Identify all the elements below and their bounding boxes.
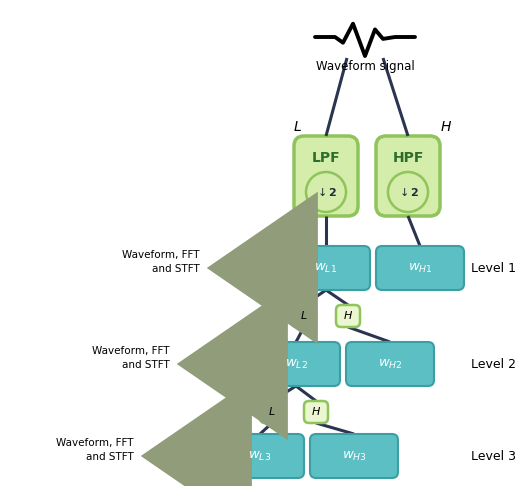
Text: H: H	[312, 407, 320, 417]
Text: L: L	[294, 120, 302, 134]
Text: $w_{L3}$: $w_{L3}$	[249, 450, 271, 463]
Circle shape	[388, 172, 428, 212]
FancyBboxPatch shape	[292, 305, 316, 327]
Text: $w_{H1}$: $w_{H1}$	[408, 261, 432, 275]
FancyBboxPatch shape	[376, 246, 464, 290]
Text: $w_{L2}$: $w_{L2}$	[285, 357, 307, 370]
Text: Waveform, FFT
and STFT: Waveform, FFT and STFT	[57, 438, 134, 462]
Text: $w_{H2}$: $w_{H2}$	[378, 357, 402, 370]
Text: Level 2: Level 2	[471, 358, 516, 370]
Text: $w_{L1}$: $w_{L1}$	[314, 261, 338, 275]
FancyBboxPatch shape	[376, 136, 440, 216]
FancyBboxPatch shape	[252, 342, 340, 386]
Text: HPF: HPF	[392, 151, 423, 165]
FancyBboxPatch shape	[346, 342, 434, 386]
Text: Level 3: Level 3	[471, 450, 516, 463]
Text: LPF: LPF	[312, 151, 340, 165]
FancyBboxPatch shape	[260, 401, 284, 423]
Circle shape	[306, 172, 346, 212]
FancyBboxPatch shape	[310, 434, 398, 478]
FancyBboxPatch shape	[282, 246, 370, 290]
Text: Waveform, FFT
and STFT: Waveform, FFT and STFT	[93, 347, 170, 369]
FancyBboxPatch shape	[336, 305, 360, 327]
FancyBboxPatch shape	[216, 434, 304, 478]
Text: Waveform, FFT
and STFT: Waveform, FFT and STFT	[122, 250, 200, 274]
FancyBboxPatch shape	[294, 136, 358, 216]
Text: $\downarrow$2: $\downarrow$2	[315, 186, 337, 198]
Text: L: L	[301, 311, 307, 321]
Text: $w_{H3}$: $w_{H3}$	[341, 450, 366, 463]
Text: Waveform signal: Waveform signal	[316, 60, 414, 73]
FancyBboxPatch shape	[304, 401, 328, 423]
Text: Level 1: Level 1	[471, 261, 516, 275]
Text: H: H	[344, 311, 352, 321]
Text: $\downarrow$2: $\downarrow$2	[397, 186, 419, 198]
Text: H: H	[441, 120, 451, 134]
Text: L: L	[269, 407, 275, 417]
